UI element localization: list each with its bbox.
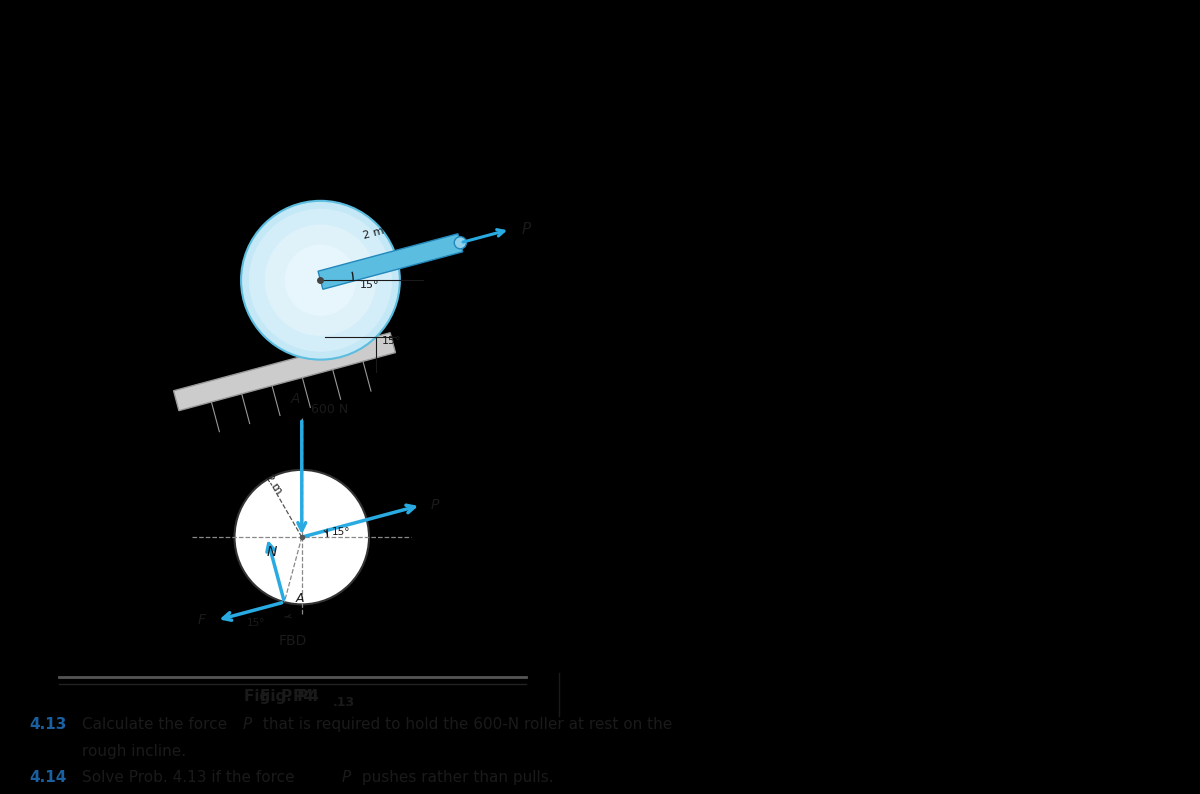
Circle shape [284, 245, 356, 316]
Text: .13: .13 [332, 696, 355, 709]
Text: 15°: 15° [360, 279, 379, 290]
Text: 600 N: 600 N [311, 403, 348, 416]
Text: A: A [290, 392, 300, 407]
Circle shape [265, 225, 376, 336]
Polygon shape [318, 233, 463, 289]
Text: rough incline.: rough incline. [83, 743, 186, 758]
Text: Fig. P4: Fig. P4 [259, 689, 319, 704]
Text: 2 m: 2 m [362, 225, 385, 241]
Circle shape [241, 201, 400, 360]
Text: pushes rather than pulls.: pushes rather than pulls. [356, 769, 553, 784]
Text: P4: P4 [293, 689, 314, 704]
Text: P: P [431, 498, 438, 512]
Text: FBD: FBD [278, 634, 307, 648]
Text: 15°: 15° [331, 527, 350, 538]
Text: N: N [266, 545, 277, 559]
Text: A: A [295, 592, 304, 605]
Text: 4.13: 4.13 [29, 718, 66, 732]
Text: 2 m: 2 m [263, 472, 283, 496]
Circle shape [248, 209, 392, 352]
Text: F: F [198, 613, 205, 627]
Text: P: P [522, 222, 532, 237]
Text: Fig. P: Fig. P [244, 689, 293, 704]
Circle shape [234, 470, 370, 604]
Text: 15°: 15° [247, 619, 265, 628]
Circle shape [455, 237, 467, 249]
Polygon shape [174, 333, 396, 410]
Text: P: P [242, 718, 252, 732]
Text: 4.14: 4.14 [29, 769, 66, 784]
Text: 15°: 15° [382, 336, 401, 346]
Text: Solve Prob. 4.13 if the force: Solve Prob. 4.13 if the force [83, 769, 300, 784]
Text: that is required to hold the 600-N roller at rest on the: that is required to hold the 600-N rolle… [258, 718, 672, 732]
Text: Calculate the force: Calculate the force [83, 718, 233, 732]
Text: P: P [342, 769, 352, 784]
